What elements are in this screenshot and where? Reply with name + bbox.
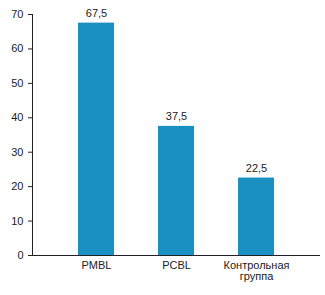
svg-text:60: 60 — [11, 42, 23, 54]
svg-text:37,5: 37,5 — [166, 110, 187, 122]
svg-text:Контрольнаягруппа: Контрольнаягруппа — [224, 259, 290, 282]
svg-text:20: 20 — [11, 180, 23, 192]
svg-text:22,5: 22,5 — [246, 162, 267, 174]
svg-text:40: 40 — [11, 111, 23, 123]
svg-text:PMBL: PMBL — [82, 259, 112, 271]
svg-text:10: 10 — [11, 215, 23, 227]
svg-text:67,5: 67,5 — [86, 7, 107, 19]
svg-text:70: 70 — [11, 8, 23, 20]
svg-text:0: 0 — [17, 249, 23, 261]
svg-text:30: 30 — [11, 146, 23, 158]
svg-text:PCBL: PCBL — [162, 259, 191, 271]
svg-text:50: 50 — [11, 77, 23, 89]
